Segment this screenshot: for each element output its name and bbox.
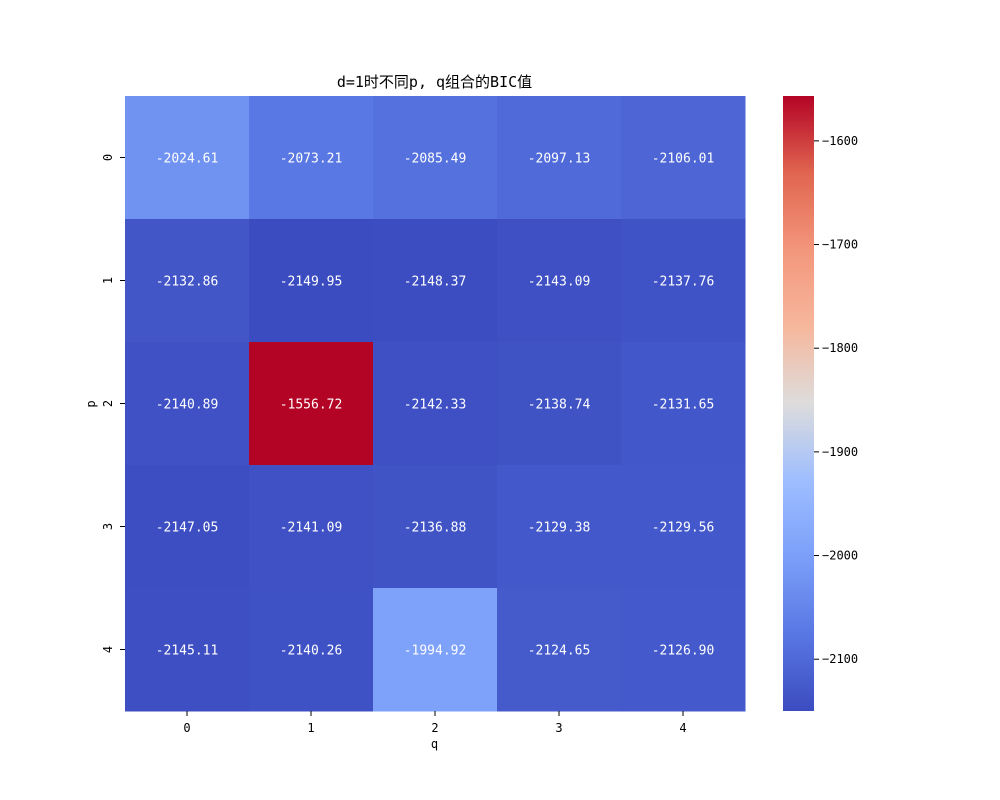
cell-value-label: -2129.56 [652, 521, 715, 536]
y-axis-ticks: 0 1 2 3 4 [101, 154, 125, 653]
heatmap-cell [621, 588, 746, 712]
colorbar-ticks: −1600 −1700 −1800 −1900 −2000 −2100 [814, 134, 858, 666]
x-tick-label: 3 [555, 721, 562, 735]
cell-value-label: -2136.88 [404, 521, 467, 536]
cell-value-label: -2097.13 [528, 152, 591, 167]
heatmap-cell [373, 96, 498, 220]
y-tick-label: 1 [101, 277, 115, 284]
cell-value-label: -2124.65 [528, 644, 591, 659]
cell-value-label: -2131.65 [652, 398, 715, 413]
colorbar-tick-label: −2000 [822, 549, 858, 563]
cell-value-label: -2141.09 [280, 521, 343, 536]
y-tick-label: 0 [101, 154, 115, 161]
heatmap-cell [125, 588, 250, 712]
heatmap-cell [621, 96, 746, 220]
heatmap-cell [373, 465, 498, 589]
cell-value-label: -2140.26 [280, 644, 343, 659]
y-tick-label: 3 [101, 523, 115, 530]
heatmap-cell [497, 588, 622, 712]
heatmap-cell [621, 219, 746, 343]
heatmap-cell [621, 342, 746, 466]
colorbar-tick-label: −1900 [822, 445, 858, 459]
x-tick-label: 4 [679, 721, 686, 735]
cell-value-label: -2132.86 [156, 275, 219, 290]
colorbar-tick-label: −1800 [822, 341, 858, 355]
colorbar-tick-label: −1700 [822, 238, 858, 252]
heatmap-cell [373, 588, 498, 712]
cell-value-label: -2073.21 [280, 152, 343, 167]
x-tick-label: 2 [431, 721, 438, 735]
heatmap-cell [249, 96, 374, 220]
y-axis-label: p [84, 400, 98, 407]
heatmap-cell [497, 96, 622, 220]
heatmap-cell [497, 342, 622, 466]
cell-value-label: -2138.74 [528, 398, 591, 413]
cell-value-label: -2024.61 [156, 152, 219, 167]
heatmap-cell [373, 342, 498, 466]
cell-value-label: -2140.89 [156, 398, 219, 413]
x-axis-ticks: 0 1 2 3 4 [183, 711, 687, 735]
chart-title: d=1时不同p, q组合的BIC值 [337, 73, 532, 91]
cell-value-label: -2126.90 [652, 644, 715, 659]
heatmap-cell [125, 96, 250, 220]
heatmap-cell [125, 465, 250, 589]
heatmap-cell [249, 465, 374, 589]
cell-value-label: -2149.95 [280, 275, 343, 290]
heatmap-cell [249, 588, 374, 712]
heatmap-cell [621, 465, 746, 589]
cell-value-label: -2142.33 [404, 398, 467, 413]
y-tick-label: 4 [101, 646, 115, 653]
x-tick-label: 1 [307, 721, 314, 735]
y-tick-label: 2 [101, 400, 115, 407]
heatmap-cell [249, 219, 374, 343]
cell-value-label: -2085.49 [404, 152, 467, 167]
cell-value-label: -2129.38 [528, 521, 591, 536]
colorbar-tick-label: −2100 [822, 652, 858, 666]
heatmap-cell [373, 219, 498, 343]
x-axis-label: q [431, 737, 438, 751]
heatmap-cell [497, 219, 622, 343]
cell-value-label: -2137.76 [652, 275, 715, 290]
cell-value-label: -2147.05 [156, 521, 219, 536]
cell-value-label: -2143.09 [528, 275, 591, 290]
colorbar-tick-label: −1600 [822, 134, 858, 148]
colorbar [783, 96, 814, 711]
heatmap-cell [125, 219, 250, 343]
cell-value-label: -2148.37 [404, 275, 467, 290]
cell-value-label: -2106.01 [652, 152, 715, 167]
cell-value-label: -2145.11 [156, 644, 219, 659]
heatmap-cells: -2024.61 -2073.21 -2085.49 -2097.13 -2106.01… [125, 96, 746, 712]
x-tick-label: 0 [183, 721, 190, 735]
heatmap-cell [249, 342, 374, 466]
heatmap-cell [497, 465, 622, 589]
cell-value-label: -1994.92 [404, 644, 467, 659]
heatmap-cell [125, 342, 250, 466]
cell-value-label: -1556.72 [280, 398, 343, 413]
